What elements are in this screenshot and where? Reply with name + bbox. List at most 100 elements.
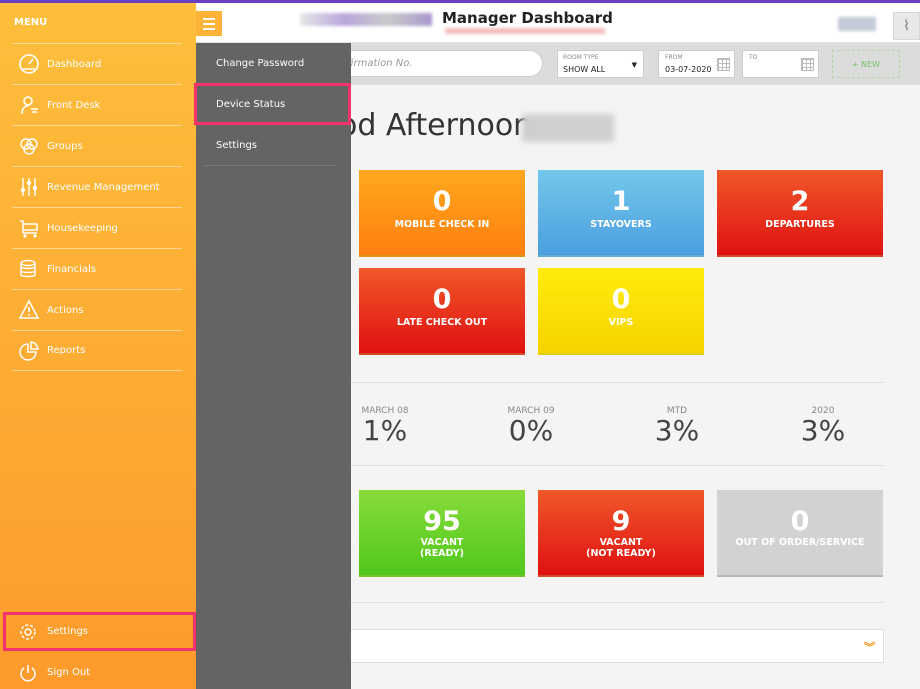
menu-item-label: Settings [47,626,89,637]
pulse-icon: ⌇ [903,18,910,34]
stat-march-09: MARCH 09 0% [481,406,581,446]
highlight-settings [3,612,196,651]
stat-label: 2020 [811,406,835,416]
activity-button[interactable]: ⌇ [893,12,920,40]
tile-value: 2 [790,186,810,217]
side-menu: MENU Dashboard Front Desk Groups Revenue… [0,0,196,689]
concierge-icon [16,92,42,118]
menu-item-financials[interactable]: Financials [12,248,182,289]
tile-stayovers[interactable]: 1 STAYOVERS [538,170,704,257]
menu-item-actions[interactable]: Actions [12,289,182,330]
submenu-item-settings[interactable]: Settings [204,125,336,166]
menu-item-dashboard[interactable]: Dashboard [12,43,182,84]
menu-list: Dashboard Front Desk Groups Revenue Mana… [12,43,182,371]
hamburger-menu-button[interactable] [196,11,222,36]
cart-icon [16,215,42,241]
menu-item-label: Front Desk [47,99,101,111]
stat-label: MARCH 08 [361,406,409,416]
submenu-item-change-password[interactable]: Change Password [204,43,336,84]
tile-out-of-order[interactable]: 0 OUT OF ORDER/SERVICE [717,490,883,577]
tile-value: 0 [790,506,810,537]
highlight-device-status [194,83,351,125]
hamburger-icon [203,17,215,20]
menu-item-label: Reports [47,345,86,356]
tile-vacant-not-ready[interactable]: 9 VACANT (NOT READY) [538,490,704,577]
page-title: Manager Dashboard [442,9,613,27]
menu-item-revenue-management[interactable]: Revenue Management [12,166,182,207]
menu-item-sign-out[interactable]: Sign Out [0,652,196,689]
from-value: 03-07-2020 [665,65,712,74]
tile-value: 0 [611,284,631,315]
tile-label: MOBILE CHECK IN [394,219,490,230]
section-divider [350,602,884,603]
tile-value: 1 [611,186,631,217]
tile-mobile-check-in[interactable]: 0 MOBILE CHECK IN [359,170,525,257]
menu-item-label: Financials [47,263,96,275]
stat-value: 0% [508,414,554,447]
expandable-section[interactable]: ︾ [350,629,884,663]
tile-departures[interactable]: 2 DEPARTURES [717,170,883,257]
calendar-icon [717,58,730,71]
hamburger-icon [203,22,215,25]
menu-item-groups[interactable]: Groups [12,125,182,166]
sliders-icon [16,174,42,200]
header-subtitle-redacted [445,28,605,34]
tile-label: VIPS [608,317,634,328]
caret-down-icon: ▼ [631,61,637,69]
tile-vacant-ready[interactable]: 95 VACANT (READY) [359,490,525,577]
tile-label: LATE CHECK OUT [396,317,488,328]
menu-item-settings[interactable]: Settings [0,611,196,652]
to-label: TO [749,54,758,61]
greeting-text: od Afternoon [339,108,533,143]
menu-item-reports[interactable]: Reports [12,330,182,371]
tile-sublabel: (NOT READY) [586,548,656,559]
section-divider [350,382,884,383]
tile-value: 95 [423,506,461,537]
stat-value: 3% [800,414,846,447]
menu-item-label: Groups [47,140,83,152]
groups-icon [16,133,42,159]
settings-submenu: Change Password Device Status Settings [196,43,351,689]
new-reservation-button[interactable]: + NEW [832,50,900,78]
from-date-field[interactable]: FROM 03-07-2020 [658,50,735,78]
menu-item-label: Housekeeping [47,222,118,234]
speedometer-icon [16,51,42,77]
top-accent-bar [0,0,920,3]
section-divider [350,465,884,466]
menu-item-housekeeping[interactable]: Housekeeping [12,207,182,248]
tile-late-check-out[interactable]: 0 LATE CHECK OUT [359,268,525,355]
room-type-label: ROOM TYPE [563,54,599,61]
menu-item-label: Sign Out [47,667,91,678]
tile-value: 9 [611,506,631,537]
coins-icon [16,256,42,282]
menu-title: MENU [14,17,48,28]
to-date-field[interactable]: TO [742,50,819,78]
stat-march-08: MARCH 08 1% [335,406,435,446]
stat-label: MTD [666,406,688,416]
user-name-redacted[interactable] [838,17,876,31]
from-label: FROM [665,54,683,61]
double-chevron-down-icon: ︾ [864,641,875,654]
tile-sublabel: (READY) [420,548,464,559]
hotel-name-redacted [300,13,432,26]
stat-mtd: MTD 3% [627,406,727,446]
user-name-redacted [522,114,614,142]
warning-icon [16,297,42,323]
menu-item-front-desk[interactable]: Front Desk [12,84,182,125]
menu-item-label: Revenue Management [47,181,160,193]
stat-year: 2020 3% [773,406,873,446]
tile-label: VACANT [599,537,643,548]
pie-chart-icon [16,338,42,364]
stat-value: 1% [362,414,408,447]
power-icon [16,661,40,685]
room-type-value: SHOW ALL [563,65,606,74]
tile-vips[interactable]: 0 VIPS [538,268,704,355]
hamburger-icon [203,27,215,30]
gear-icon [16,620,40,644]
calendar-icon [801,58,814,71]
stat-value: 3% [654,414,700,447]
tile-value: 0 [432,186,452,217]
room-type-select[interactable]: ROOM TYPE SHOW ALL ▼ [557,50,644,78]
stat-label: MARCH 09 [507,406,555,416]
tile-label: DEPARTURES [765,219,835,230]
